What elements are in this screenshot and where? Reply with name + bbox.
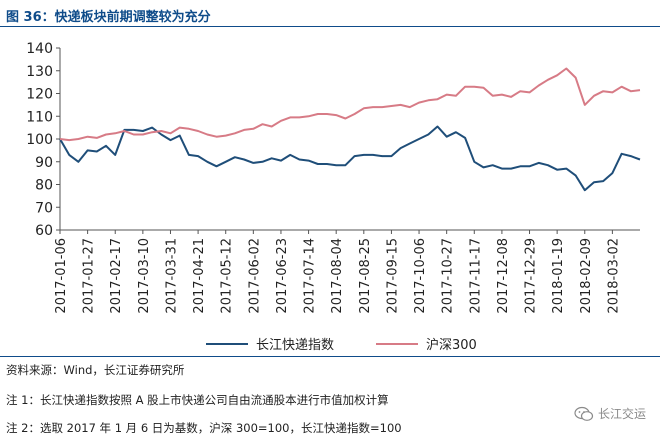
y-tick-label: 60 <box>35 223 53 239</box>
series-line-1 <box>59 125 641 192</box>
x-tick-label: 2017-01-06 <box>54 238 69 314</box>
y-tick-label: 130 <box>26 64 53 80</box>
x-tick-label: 2018-02-09 <box>579 238 594 314</box>
legend-swatch-series1 <box>206 342 248 345</box>
x-tick-label: 2017-04-21 <box>192 238 207 314</box>
x-tick-label: 2017-11-17 <box>468 238 483 314</box>
x-tick-label: 2017-10-27 <box>441 238 456 314</box>
footnote-2: 注 2：选取 2017 年 1 月 6 日为基数，沪深 300=100，长江快递… <box>6 421 402 435</box>
x-tick-label: 2017-06-23 <box>275 238 290 314</box>
legend-label-series2: 沪深300 <box>426 338 477 353</box>
x-tick-label: 2017-07-14 <box>303 238 318 314</box>
legend-item-series1: 长江快递指数 <box>206 334 334 353</box>
legend-label-series1: 长江快递指数 <box>256 338 335 353</box>
x-tick-label: 2017-01-27 <box>82 238 97 314</box>
legend-swatch-series2 <box>376 342 418 345</box>
figure-title: 图 36：快递板块前期调整较为充分 <box>6 10 211 25</box>
plot-area <box>59 67 641 192</box>
x-tick-label: 2018-03-02 <box>606 238 621 314</box>
wechat-icon <box>574 406 594 421</box>
x-tick-label: 2017-02-17 <box>109 238 124 314</box>
source-note: 资料来源：Wind，长江证券研究所 <box>6 363 185 377</box>
source-divider <box>0 356 660 357</box>
x-tick-label: 2017-10-06 <box>413 238 428 314</box>
legend-item-series2: 沪深300 <box>376 334 477 353</box>
x-tick-label: 2017-08-04 <box>330 238 345 314</box>
title-divider <box>0 26 660 27</box>
x-tick-label: 2017-03-10 <box>137 238 152 314</box>
watermark-text: 长江交运 <box>597 407 646 421</box>
chart-legend: 长江快递指数 沪深300 <box>0 334 660 354</box>
y-tick-label: 110 <box>26 109 53 125</box>
y-tick-label: 70 <box>35 200 53 216</box>
y-tick-label: 140 <box>26 41 53 57</box>
x-tick-label: 2017-12-29 <box>524 238 539 314</box>
y-tick-label: 90 <box>35 155 53 171</box>
x-tick-label: 2017-06-02 <box>247 238 262 314</box>
y-tick-label: 80 <box>35 178 53 194</box>
y-tick-label: 120 <box>26 87 53 103</box>
y-axis: 60 70 80 90 100 110 120 130 140 <box>26 41 61 239</box>
watermark: 长江交运 <box>574 405 646 422</box>
x-tick-label: 2018-01-19 <box>551 238 566 314</box>
x-tick-label: 2017-03-31 <box>164 238 179 314</box>
footnote-1: 注 1：长江快递指数按照 A 股上市快递公司自由流通股本进行市值加权计算 <box>6 393 389 407</box>
x-tick-label: 2017-05-12 <box>220 238 235 314</box>
x-tick-label: 2017-09-15 <box>385 238 400 314</box>
series-line-2 <box>59 67 641 142</box>
y-tick-label: 100 <box>26 132 53 148</box>
x-tick-label: 2017-12-08 <box>496 238 511 314</box>
x-axis: 2017-01-06 2017-01-27 2017-02-17 2017-03-10… <box>54 229 640 314</box>
x-tick-label: 2017-08-25 <box>358 238 373 314</box>
